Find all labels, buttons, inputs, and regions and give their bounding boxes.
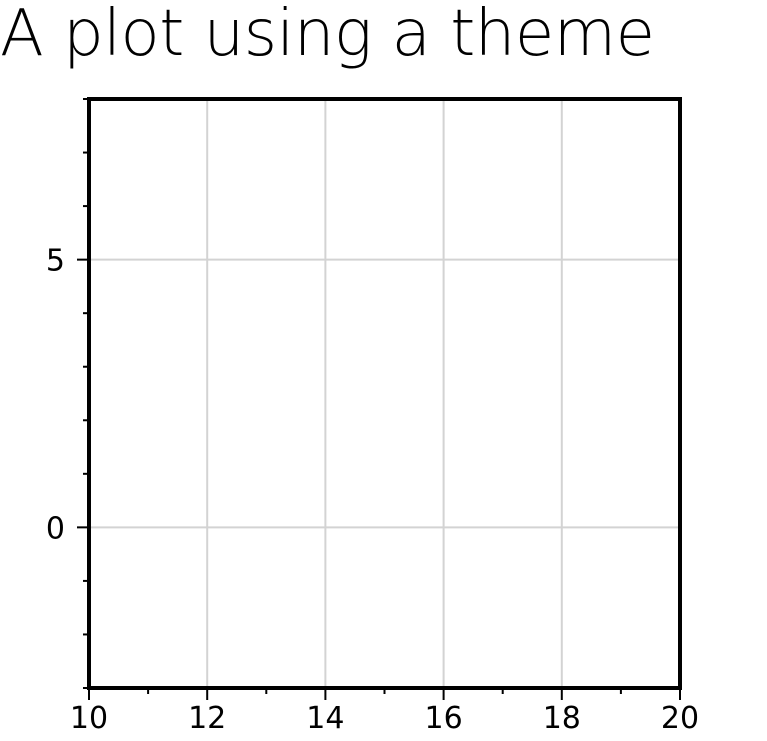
y-tick-label: 5: [46, 244, 65, 279]
axis-ticks: [77, 98, 681, 700]
x-tick-label: 20: [661, 701, 699, 736]
tick-labels: 10 12 14 16 18 20 0 5: [46, 244, 699, 736]
x-tick-label: 16: [425, 701, 463, 736]
chart-title: A plot using a theme: [0, 0, 655, 71]
plot-frame: [87, 97, 682, 690]
x-tick-label: 14: [306, 701, 344, 736]
x-tick-label: 12: [188, 701, 226, 736]
x-tick-label: 10: [70, 701, 108, 736]
grid-lines: [89, 99, 680, 688]
x-tick-label: 18: [543, 701, 581, 736]
y-tick-label: 0: [46, 511, 65, 546]
